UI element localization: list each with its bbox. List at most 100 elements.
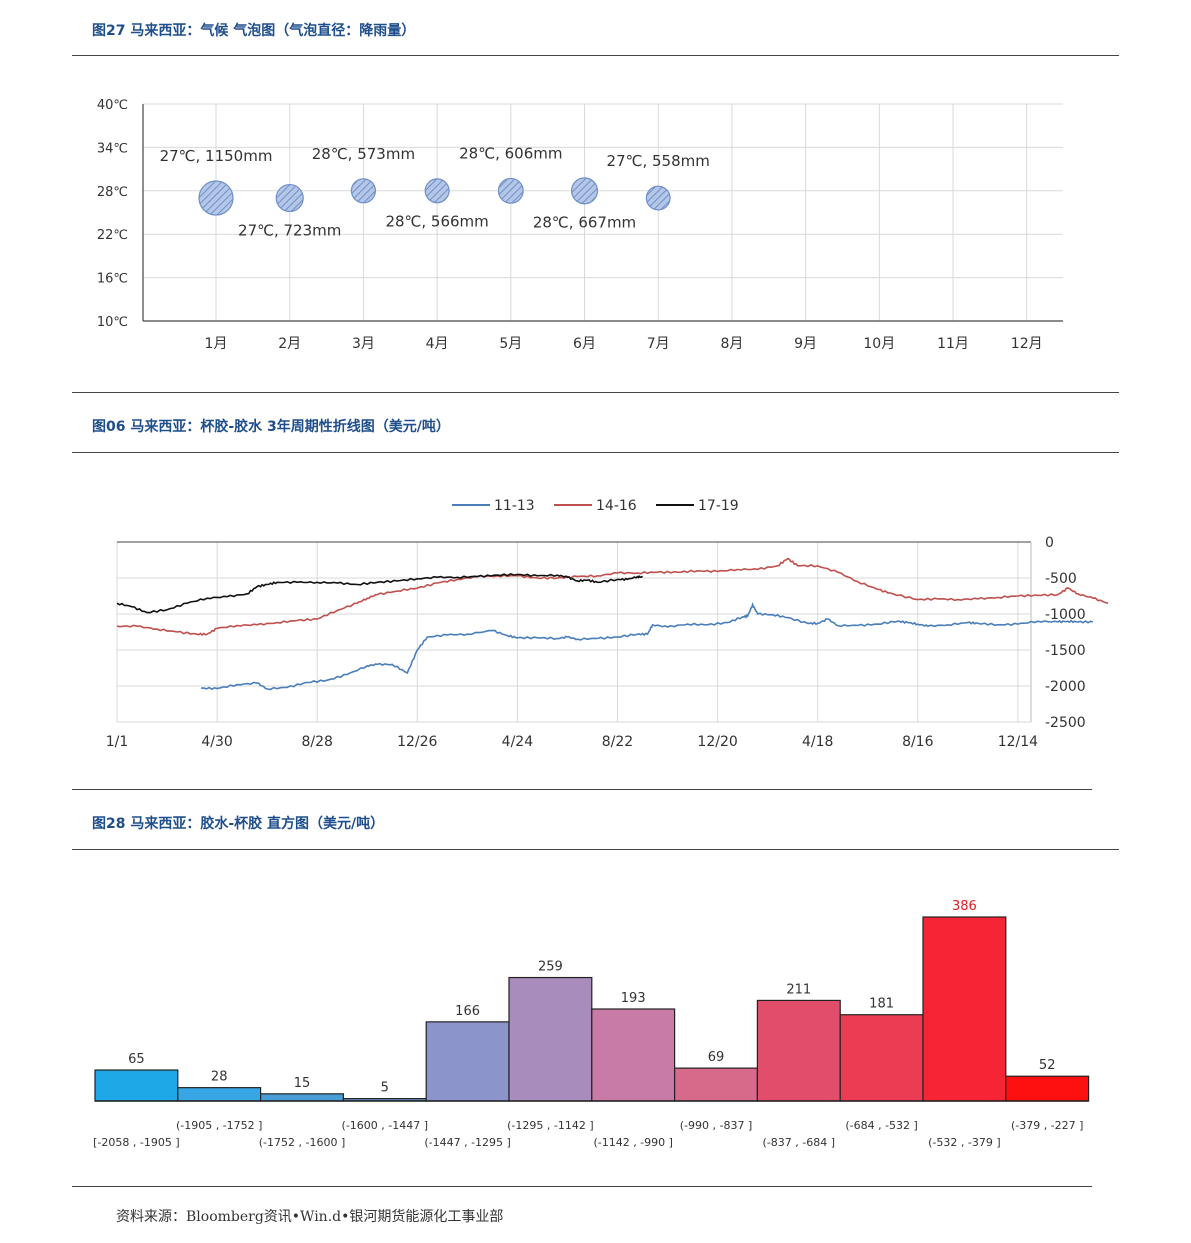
bin-label: (-1447 , -1295 ] (424, 1136, 511, 1149)
histogram-bar (591, 1008, 676, 1102)
bin-label: (-990 , -837 ] (680, 1119, 753, 1132)
bubble (497, 177, 524, 204)
bar-value-label: 166 (455, 1004, 480, 1019)
x-tick-label: 7月 (647, 336, 670, 352)
divider (72, 452, 1119, 453)
legend-label: 14-16 (596, 498, 637, 514)
y-tick-label: 10℃ (97, 315, 128, 330)
x-tick-label: 12/26 (397, 734, 437, 750)
bin-label: (-1295 , -1142 ] (507, 1119, 594, 1132)
histogram-bar (922, 916, 1007, 1102)
series-line-11-13 (201, 602, 1094, 691)
bar-value-label: 28 (211, 1070, 228, 1085)
divider (72, 789, 1092, 790)
x-tick-label: 11月 (937, 336, 969, 352)
x-tick-label: 5月 (499, 336, 522, 352)
data-label: 27℃, 723mm (238, 222, 341, 240)
bin-label: (-1905 , -1752 ] (176, 1119, 263, 1132)
legend-label: 17-19 (698, 498, 739, 514)
bubble (424, 178, 450, 204)
x-tick-label: 4/24 (502, 734, 534, 750)
bin-label: (-837 , -684 ] (763, 1136, 836, 1149)
bar-value-label: 181 (869, 997, 894, 1012)
data-label: 27℃, 1150mm (160, 147, 273, 165)
series-line-14-16 (116, 557, 1109, 637)
x-tick-label: 10月 (863, 336, 895, 352)
histogram-bar (94, 1069, 179, 1102)
bin-label: (-1752 , -1600 ] (259, 1136, 346, 1149)
divider (72, 55, 1119, 56)
data-label: 28℃, 667mm (533, 214, 636, 232)
x-tick-label: 8/28 (301, 734, 332, 750)
bar-value-label: 52 (1039, 1058, 1056, 1073)
y-tick-label: 16℃ (97, 272, 128, 287)
bar-value-label: 65 (128, 1052, 145, 1067)
y-tick-label: -1000 (1045, 607, 1086, 623)
source-note: 资料来源：Bloomberg资讯•Win.d•银河期货能源化工事业部 (116, 1209, 504, 1225)
y-tick-label: 0 (1045, 535, 1054, 551)
x-tick-label: 4/30 (201, 734, 232, 750)
line-chart: 11-13 14-16 17-19 0 -500 -1000 -1500 -2000 -2500… (106, 498, 1109, 750)
x-tick-label: 8月 (720, 336, 743, 352)
bar-value-label: 211 (786, 982, 811, 997)
divider (72, 1186, 1092, 1187)
histogram-bar (260, 1093, 345, 1102)
histogram-bar (1005, 1075, 1090, 1102)
x-tick-label: 8/22 (602, 734, 633, 750)
histogram-bar (508, 976, 593, 1102)
y-tick-label: -2000 (1045, 679, 1086, 695)
histogram-bar (177, 1087, 262, 1102)
bubble (570, 177, 599, 205)
bin-label: (-532 , -379 ] (928, 1136, 1001, 1149)
fig27-title: 图27 马来西亚：气候 气泡图（气泡直径：降雨量） (92, 23, 416, 39)
data-label: 27℃, 558mm (607, 152, 710, 170)
histogram-bar (673, 1067, 758, 1102)
histogram-bar (756, 999, 841, 1102)
bubble (275, 183, 304, 213)
y-tick-label: 22℃ (97, 228, 128, 243)
bin-label: (-684 , -532 ] (845, 1119, 918, 1132)
bin-label: (-1142 , -990 ] (593, 1136, 673, 1149)
x-tick-label: 12月 (1011, 336, 1043, 352)
data-label: 28℃, 566mm (385, 213, 488, 231)
bubble-chart: 10℃ 16℃ 22℃ 28℃ 34℃ 40℃ 1月 2月 3月 4月 5月 6月 7月 8月 9月 10月 1… (97, 98, 1063, 352)
x-tick-label: 8/16 (902, 734, 934, 750)
bubble (645, 185, 671, 211)
x-tick-label: 3月 (352, 336, 375, 352)
bar-value-label: 259 (538, 960, 563, 975)
bar-value-label: 15 (294, 1076, 311, 1091)
histogram-bar (425, 1021, 510, 1102)
data-label: 28℃, 573mm (312, 145, 415, 163)
x-tick-label: 12/20 (697, 734, 737, 750)
y-tick-label: -1500 (1045, 643, 1086, 659)
fig28-title: 图28 马来西亚：胶水-杯胶 直方图（美元/吨） (92, 816, 385, 832)
bubble (198, 180, 234, 216)
y-tick-label: 40℃ (97, 98, 128, 113)
bar-value-label: 193 (621, 991, 646, 1006)
bar-value-label: 5 (381, 1081, 389, 1096)
divider (72, 849, 1119, 850)
x-tick-label: 1月 (205, 336, 228, 352)
x-tick-label: 4月 (426, 336, 449, 352)
legend-label: 11-13 (494, 498, 535, 514)
x-tick-label: 1/1 (106, 734, 129, 750)
x-tick-label: 2月 (278, 336, 301, 352)
divider (72, 392, 1119, 393)
x-tick-label: 4/18 (802, 734, 833, 750)
bin-label: (-379 , -227 ] (1011, 1119, 1084, 1132)
y-tick-label: -500 (1045, 571, 1077, 587)
x-tick-label: 6月 (573, 336, 596, 352)
series-line-17-19 (116, 573, 644, 614)
bubble (350, 178, 377, 204)
histogram-chart: 65 [-2058 , -1905 ] 28 (-1905 , -1752 ] 15 (-… (93, 899, 1090, 1149)
x-tick-label: 9月 (794, 336, 817, 352)
histogram-bar (839, 1014, 924, 1102)
y-tick-label: 34℃ (97, 141, 128, 156)
bar-value-label: 69 (708, 1050, 725, 1065)
y-tick-label: -2500 (1045, 715, 1086, 731)
bar-value-label: 386 (952, 899, 977, 914)
data-label: 28℃, 606mm (459, 144, 562, 162)
x-tick-label: 12/14 (998, 734, 1038, 750)
fig06-title: 图06 马来西亚：杯胶-胶水 3年周期性折线图（美元/吨） (92, 419, 450, 435)
